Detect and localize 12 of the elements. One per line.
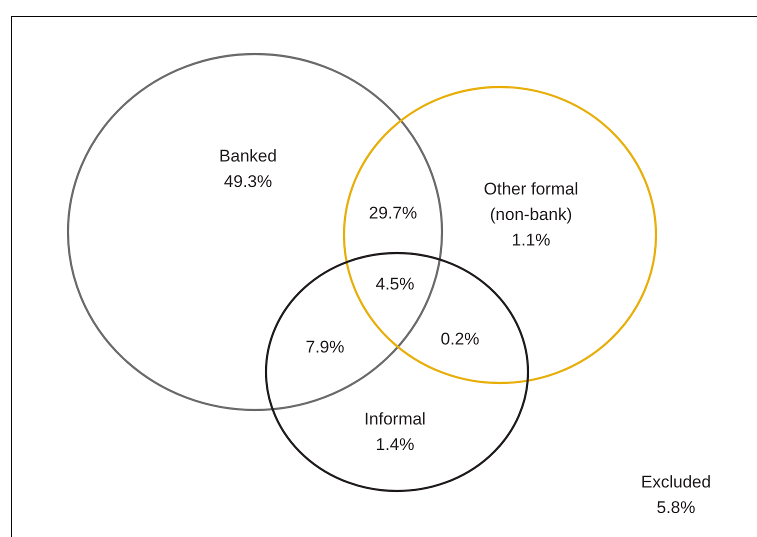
data-label: 29.7% <box>368 204 418 223</box>
data-label: 0.2% <box>440 330 480 349</box>
data-label: 7.9% <box>306 338 344 357</box>
category-label: Excluded <box>641 472 711 492</box>
data-label: 49.3% <box>224 172 272 192</box>
data-label: 5.8% <box>656 498 696 518</box>
data-label: 1.4% <box>376 435 414 454</box>
data-label: 4.5% <box>376 274 414 294</box>
category-label: Informal <box>364 410 426 429</box>
data-label: 1.1% <box>512 230 550 250</box>
category-label: Other formal (non-bank) <box>484 180 578 224</box>
category-label: Banked <box>219 146 277 166</box>
